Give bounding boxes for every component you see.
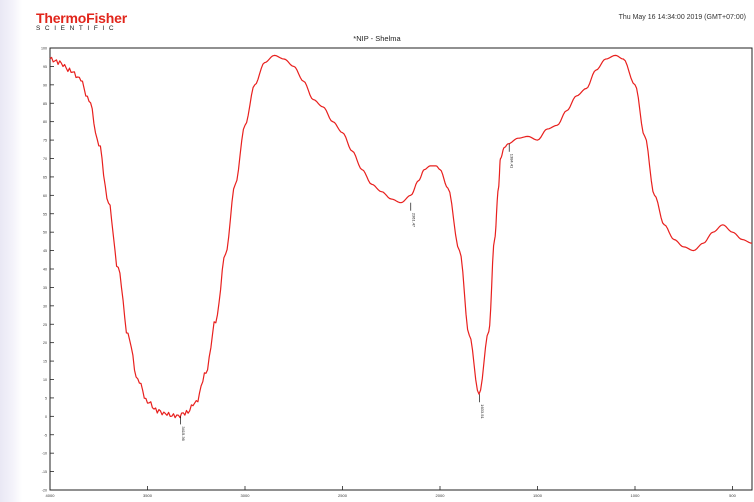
- y-tick-label: 25: [43, 323, 47, 327]
- x-tick-label: 2000: [436, 493, 446, 498]
- y-tick-label: -15: [42, 470, 47, 474]
- axes-layer: [49, 47, 753, 491]
- x-tick-label: 4000: [46, 493, 56, 498]
- x-tick-label: 3000: [241, 493, 251, 498]
- y-tick-label: 45: [43, 249, 47, 253]
- y-tick-label: 5: [45, 396, 47, 400]
- y-tick-label: 0: [45, 415, 47, 419]
- chart-title: *NIP - Shelma: [353, 34, 401, 43]
- x-tick-label: 3500: [143, 493, 153, 498]
- y-tick-label: -5: [44, 433, 47, 437]
- logo-subtitle: SCIENTIFIC: [36, 25, 119, 32]
- y-tick-label: 65: [43, 175, 47, 179]
- y-tick-label: 80: [43, 120, 47, 124]
- y-tick-label: -20: [42, 489, 47, 493]
- y-tick-label: 20: [43, 341, 47, 345]
- x-tick-label: 500: [729, 493, 736, 498]
- spectrum-line-0: [49, 54, 753, 419]
- peak-label-3: 1384.41: [510, 154, 515, 169]
- ticks-layer: 1009590858075706560555045403530252015105…: [41, 47, 737, 499]
- x-tick-label: 2500: [338, 493, 348, 498]
- x-tick-label: 1000: [631, 493, 641, 498]
- peak-label-0: 3415.36: [181, 426, 186, 441]
- y-tick-label: 75: [43, 139, 47, 143]
- y-tick-label: 55: [43, 212, 47, 216]
- peak-label-1: 2361.47: [411, 213, 416, 228]
- y-tick-label: 50: [43, 231, 47, 235]
- y-tick-label: 30: [43, 304, 47, 308]
- y-tick-label: 60: [43, 194, 47, 198]
- report-timestamp: Thu May 16 14:34:00 2019 (GMT+07:00): [618, 14, 746, 21]
- y-tick-label: 95: [43, 65, 47, 69]
- y-tick-label: 15: [43, 360, 47, 364]
- y-tick-label: -10: [42, 452, 47, 456]
- plot-frame: [49, 47, 753, 491]
- y-tick-label: 100: [41, 47, 47, 51]
- left-margin-strip: [0, 0, 22, 502]
- y-tick-label: 85: [43, 102, 47, 106]
- peak-label-2: 1633.51: [480, 404, 485, 419]
- thermofisher-logo: ThermoFisher SCIENTIFIC: [36, 11, 127, 33]
- y-tick-label: 35: [43, 286, 47, 290]
- y-tick-label: 70: [43, 157, 47, 161]
- peak-labels-layer: 3415.36 2361.47 1633.51 1384.41: [180, 143, 515, 442]
- x-tick-label: 1500: [533, 493, 543, 498]
- y-tick-label: 90: [43, 83, 47, 87]
- logo-wordmark: ThermoFisher: [36, 10, 127, 26]
- y-tick-label: 10: [43, 378, 47, 382]
- series-layer: [49, 54, 753, 419]
- y-tick-label: 40: [43, 268, 47, 272]
